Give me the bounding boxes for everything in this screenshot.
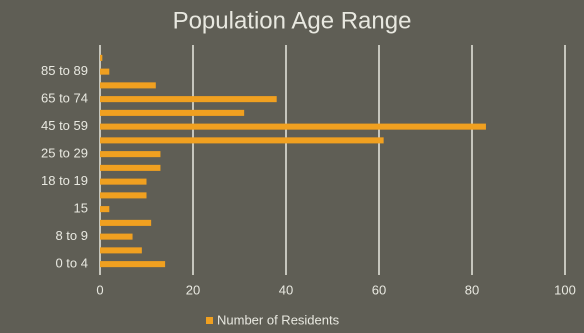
bar xyxy=(100,137,384,144)
bar xyxy=(100,178,147,185)
bar xyxy=(100,123,486,130)
bar xyxy=(100,109,245,116)
bar xyxy=(100,164,161,171)
y-tick-label: 65 to 74 xyxy=(41,91,88,106)
x-tick-label: 20 xyxy=(186,282,200,297)
bar xyxy=(100,247,142,254)
bar xyxy=(100,219,152,226)
x-tick-label: 80 xyxy=(465,282,479,297)
y-tick-label: 45 to 59 xyxy=(41,118,88,133)
bar xyxy=(100,68,110,75)
x-tick-label: 60 xyxy=(372,282,386,297)
bar xyxy=(100,206,110,213)
y-tick-label: 8 to 9 xyxy=(55,228,88,243)
bar xyxy=(100,233,133,240)
y-tick-label: 25 to 29 xyxy=(41,146,88,161)
y-tick-label: 85 to 89 xyxy=(41,63,88,78)
legend-label: Number of Residents xyxy=(217,312,340,327)
x-tick-label: 40 xyxy=(279,282,293,297)
bar xyxy=(100,54,103,61)
bar xyxy=(100,151,161,158)
legend-swatch xyxy=(206,317,213,324)
y-tick-label: 0 to 4 xyxy=(55,256,88,271)
y-tick-label: 15 xyxy=(74,201,88,216)
x-tick-label: 0 xyxy=(96,282,103,297)
bar xyxy=(100,261,166,268)
bar xyxy=(100,96,277,103)
bar xyxy=(100,82,156,89)
bar xyxy=(100,192,147,199)
chart-title: Population Age Range xyxy=(173,7,412,34)
x-tick-label: 100 xyxy=(554,282,576,297)
y-tick-label: 18 to 19 xyxy=(41,173,88,188)
